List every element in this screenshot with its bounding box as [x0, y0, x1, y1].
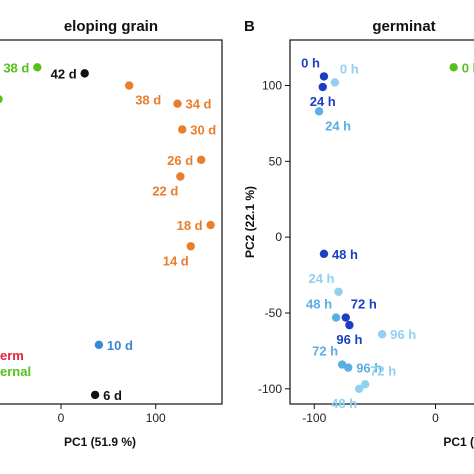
data-label: 24 h: [310, 94, 336, 109]
data-label: 96 h: [356, 361, 382, 376]
data-point: [341, 313, 350, 322]
data-point: [377, 330, 387, 339]
y-tick-label: 50: [269, 154, 283, 168]
panel-b-plot-frame: [289, 39, 474, 405]
data-point: [176, 172, 185, 181]
data-point: [206, 220, 215, 230]
data-point: [125, 81, 134, 90]
data-point: [354, 384, 364, 394]
data-label: 48 h: [332, 247, 358, 262]
panel-b-ticks: -100 0 100 50 0 -50 -100: [258, 79, 439, 426]
data-label: 10 d: [107, 338, 133, 353]
data-label: 18 d: [177, 218, 203, 233]
panel-a: eloping grain PC1 (51.9 %) 0 100 42 d 38 d…: [0, 18, 223, 449]
data-label: 22 d: [152, 184, 178, 199]
x-tick-label: 100: [146, 411, 166, 425]
data-label: 30 d: [190, 122, 216, 137]
x-tick-label: 0: [58, 411, 65, 425]
data-point: [334, 287, 343, 296]
data-label: 72 h: [351, 297, 377, 312]
data-point: [345, 320, 354, 330]
panel-a-title: eloping grain: [64, 18, 158, 35]
panel-b-letter: B: [244, 18, 255, 35]
data-label: 24 h: [308, 271, 334, 286]
x-tick-label: 0: [432, 411, 439, 425]
data-label: 38 d: [135, 93, 161, 108]
data-point: [196, 155, 206, 165]
data-point: [80, 69, 89, 78]
y-tick-label: -100: [258, 382, 282, 396]
panel-b: B germinat PC1 ( PC2 (22.1 %) -100 0 100 50…: [243, 18, 474, 449]
legend-entry: erm: [0, 348, 24, 363]
data-point: [173, 99, 182, 108]
data-label: 0 h: [301, 55, 320, 70]
data-label: 14 d: [163, 253, 189, 268]
data-label: 6 d: [103, 388, 122, 403]
y-tick-label: 100: [262, 79, 282, 93]
data-point: [318, 82, 327, 92]
panel-a-points: 42 d 38 d 38 d 34 d 30 d 26 d 22 d 18 d 14 d 10 d…: [0, 60, 216, 403]
data-label: 24 h: [325, 118, 351, 133]
data-point: [449, 63, 458, 72]
data-point: [33, 63, 42, 72]
data-point: [94, 340, 104, 350]
data-point: [0, 95, 3, 104]
data-label: 26 d: [167, 153, 193, 168]
data-point: [178, 125, 187, 134]
data-label: 96 h: [336, 332, 362, 347]
data-point: [330, 78, 340, 87]
panel-b-x-axis-label: PC1 (: [443, 435, 474, 449]
data-point: [319, 249, 329, 259]
data-point: [314, 107, 324, 116]
panel-b-y-axis-label: PC2 (22.1 %): [243, 186, 257, 258]
panel-b-title: germinat: [372, 18, 435, 35]
data-point: [186, 242, 195, 251]
panel-a-x-axis-label: PC1 (51.9 %): [64, 435, 136, 449]
data-label: 0 h: [462, 60, 474, 75]
data-point: [331, 313, 341, 322]
data-point: [319, 72, 329, 81]
panel-a-plot-frame: [0, 39, 223, 405]
data-label: 48 h: [331, 396, 357, 411]
data-label: 96 h: [390, 327, 416, 342]
data-point: [344, 363, 353, 372]
legend-entry: ernal: [0, 364, 31, 379]
panel-a-ticks: 0 100: [58, 404, 166, 425]
data-point: [360, 380, 370, 389]
data-label: 42 d: [51, 66, 77, 81]
panel-b-points: 0 h0 h0 h24 h24 h48 h24 h48 h72 h96 h96 …: [301, 55, 474, 410]
y-tick-label: -50: [265, 306, 283, 320]
data-label: 72 h: [370, 363, 396, 378]
data-label: 34 d: [185, 97, 211, 112]
data-label: 38 d: [3, 60, 29, 75]
data-label: 0 h: [340, 61, 359, 76]
data-point: [90, 390, 100, 400]
data-label: 72 h: [312, 344, 338, 359]
data-label: 48 h: [306, 297, 332, 312]
y-tick-label: 0: [275, 230, 282, 244]
x-tick-label: -100: [302, 411, 326, 425]
